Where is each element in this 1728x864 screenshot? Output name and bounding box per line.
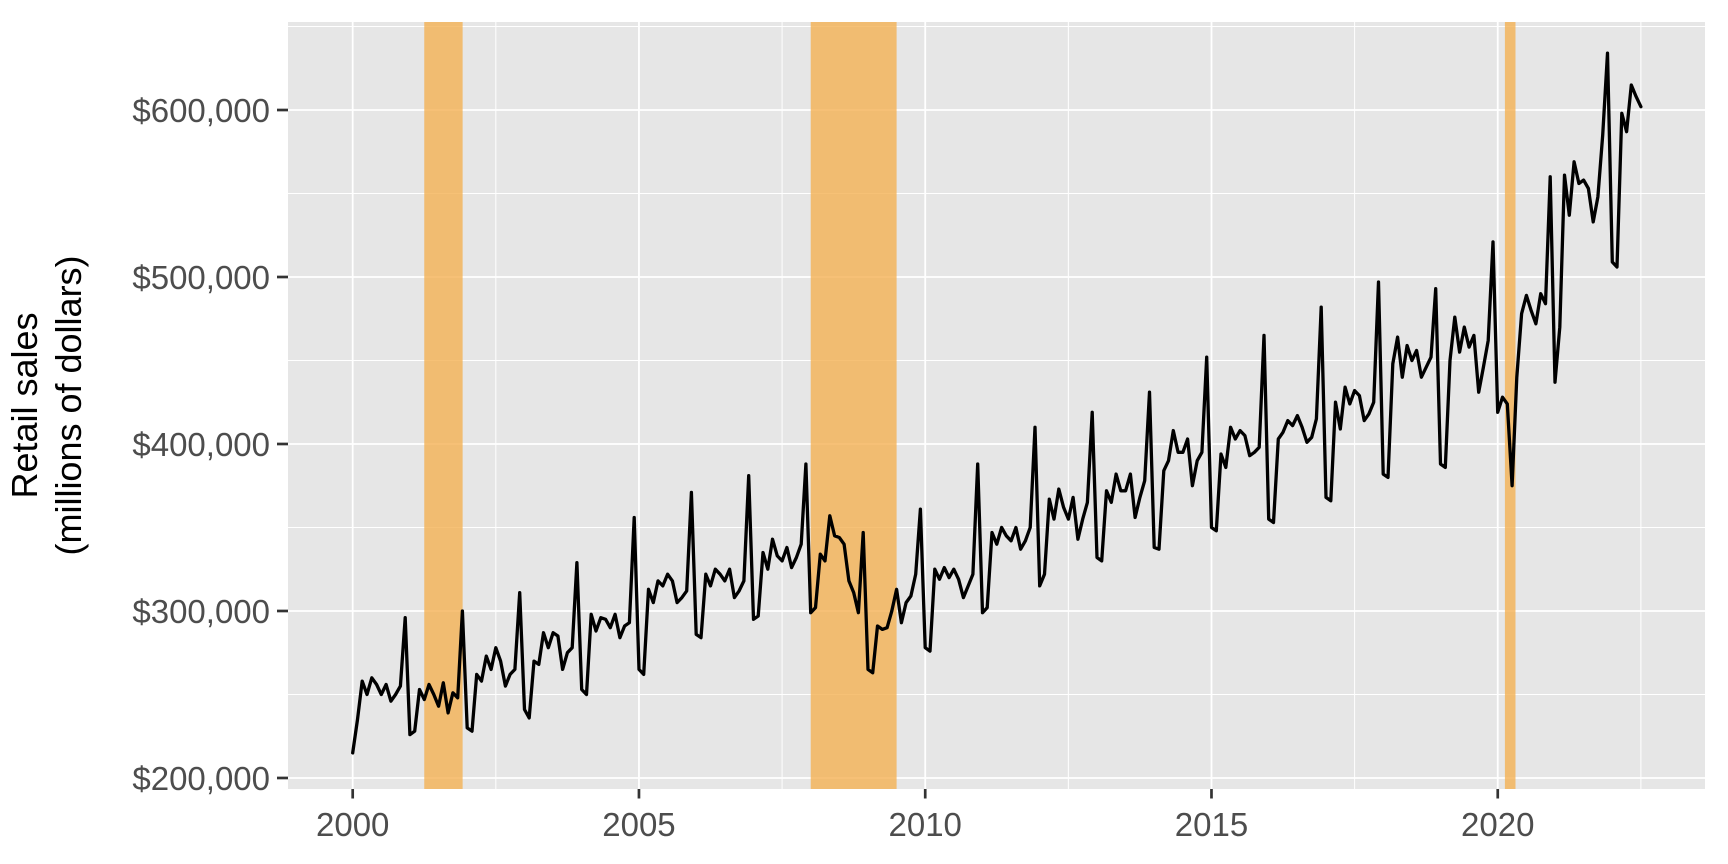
y-tick-label: $300,000 bbox=[132, 593, 270, 630]
y-axis-title-line2: (millions of dollars) bbox=[48, 255, 89, 555]
recession-band bbox=[810, 22, 897, 789]
y-tick-label: $600,000 bbox=[132, 92, 270, 129]
y-axis-tick-labels: $200,000 $300,000 $400,000 $500,000 $600,000 bbox=[132, 92, 270, 797]
recession-bands bbox=[424, 22, 1516, 789]
recession-band bbox=[1504, 22, 1516, 789]
y-tick-label: $400,000 bbox=[132, 426, 270, 463]
axis-tick-marks bbox=[277, 108, 1500, 799]
x-tick-label: 2000 bbox=[316, 806, 389, 843]
y-tick-label: $200,000 bbox=[132, 760, 270, 797]
x-tick-label: 2010 bbox=[889, 806, 962, 843]
y-tick-label: $500,000 bbox=[132, 259, 270, 296]
x-tick-label: 2005 bbox=[602, 806, 675, 843]
y-axis-title-line1: Retail sales bbox=[4, 312, 45, 498]
plot-panel bbox=[288, 22, 1705, 789]
retail-sales-line bbox=[351, 51, 1643, 755]
x-tick-label: 2020 bbox=[1461, 806, 1534, 843]
x-axis-tick-labels: 2000 2005 2010 2015 2020 bbox=[316, 806, 1534, 843]
x-tick-label: 2015 bbox=[1175, 806, 1248, 843]
minor-gridlines bbox=[288, 22, 1705, 789]
recession-band bbox=[424, 22, 463, 789]
